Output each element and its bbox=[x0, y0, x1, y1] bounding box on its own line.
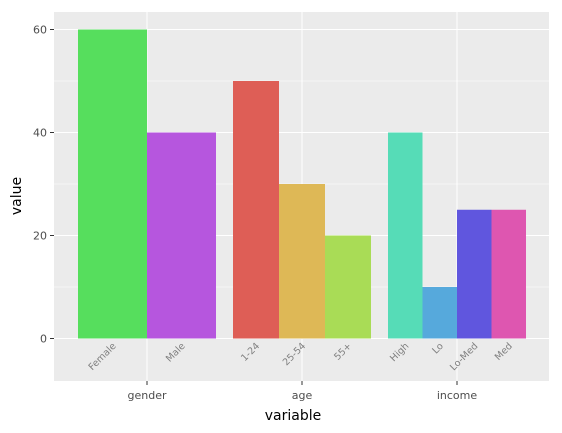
y-tick-label: 0 bbox=[40, 333, 47, 346]
bar-1-24 bbox=[233, 81, 279, 339]
y-axis: 0 20 40 60 bbox=[33, 24, 54, 346]
bar-female bbox=[78, 29, 147, 339]
bar-male bbox=[147, 132, 216, 339]
bar-med bbox=[491, 209, 526, 339]
bar-lo bbox=[422, 287, 457, 339]
bar-high bbox=[388, 132, 423, 339]
bar-lo-med bbox=[457, 209, 492, 339]
bar-55+ bbox=[325, 235, 371, 339]
y-axis-title: value bbox=[9, 177, 25, 215]
x-tick-label: gender bbox=[128, 389, 167, 402]
bars bbox=[78, 29, 526, 339]
bar-25-54 bbox=[279, 184, 325, 339]
x-tick-label: age bbox=[292, 389, 313, 402]
y-tick-label: 60 bbox=[33, 24, 47, 37]
x-axis-title: variable bbox=[265, 408, 321, 424]
x-axis: gender age income bbox=[128, 381, 478, 402]
x-tick-label: income bbox=[437, 389, 478, 402]
y-tick-label: 20 bbox=[33, 230, 47, 243]
y-tick-label: 40 bbox=[33, 127, 47, 140]
